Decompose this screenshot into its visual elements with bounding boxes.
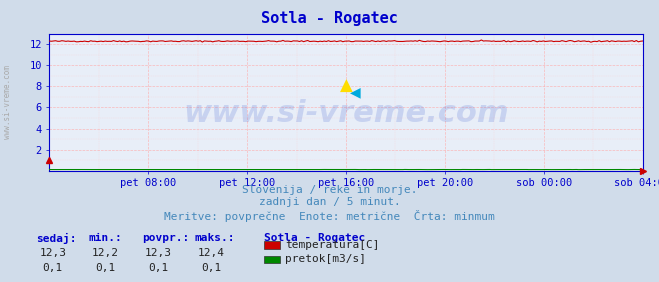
- Text: ◀: ◀: [349, 86, 360, 100]
- Text: 12,3: 12,3: [40, 248, 66, 258]
- Text: 0,1: 0,1: [43, 263, 63, 273]
- Text: povpr.:: povpr.:: [142, 233, 189, 243]
- Text: Sotla - Rogatec: Sotla - Rogatec: [261, 11, 398, 26]
- Text: 0,1: 0,1: [201, 263, 221, 273]
- Text: maks.:: maks.:: [194, 233, 235, 243]
- Text: temperatura[C]: temperatura[C]: [285, 240, 380, 250]
- Text: Meritve: povprečne  Enote: metrične  Črta: minmum: Meritve: povprečne Enote: metrične Črta:…: [164, 210, 495, 222]
- Text: www.si-vreme.com: www.si-vreme.com: [183, 99, 509, 128]
- Text: ▲: ▲: [339, 77, 353, 95]
- Text: 12,4: 12,4: [198, 248, 224, 258]
- Text: www.si-vreme.com: www.si-vreme.com: [3, 65, 13, 139]
- Text: 0,1: 0,1: [96, 263, 115, 273]
- Text: min.:: min.:: [89, 233, 123, 243]
- Text: 0,1: 0,1: [148, 263, 168, 273]
- Text: zadnji dan / 5 minut.: zadnji dan / 5 minut.: [258, 197, 401, 207]
- Text: 12,3: 12,3: [145, 248, 171, 258]
- Text: pretok[m3/s]: pretok[m3/s]: [285, 254, 366, 265]
- Text: Sotla - Rogatec: Sotla - Rogatec: [264, 233, 365, 243]
- Text: 12,2: 12,2: [92, 248, 119, 258]
- Text: sedaj:: sedaj:: [36, 233, 76, 244]
- Text: Slovenija / reke in morje.: Slovenija / reke in morje.: [242, 185, 417, 195]
